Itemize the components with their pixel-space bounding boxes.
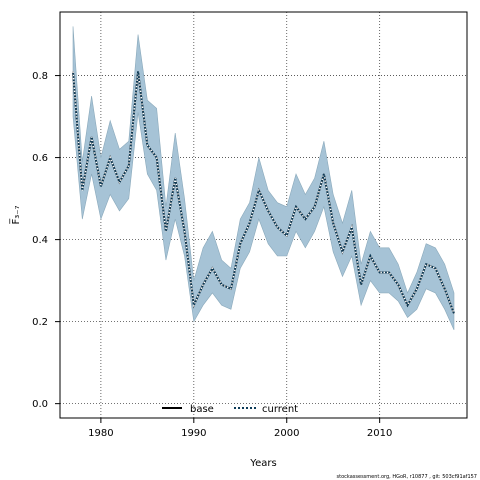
y-tick-label: 0.0 bbox=[32, 399, 48, 410]
legend-label-current: current bbox=[262, 404, 298, 415]
legend: base current bbox=[162, 404, 298, 415]
series-lines bbox=[72, 71, 455, 314]
plot-frame bbox=[59, 11, 468, 419]
x-tick-label: 1990 bbox=[181, 428, 206, 439]
grid-lines bbox=[60, 12, 467, 418]
x-axis-title: Years bbox=[249, 458, 276, 469]
y-tick-label: 0.4 bbox=[32, 235, 48, 246]
series-line-current-highlight bbox=[72, 71, 455, 314]
legend-label-base: base bbox=[190, 404, 214, 415]
y-tick-label: 0.2 bbox=[32, 317, 48, 328]
x-tick-label: 2000 bbox=[274, 428, 299, 439]
footnote: stockassessment.org, HGoR, r10877 , git:… bbox=[337, 474, 477, 480]
y-axis-title: F̅₃₋₇ bbox=[9, 205, 22, 224]
x-tick-label: 1980 bbox=[88, 428, 113, 439]
y-tick-label: 0.6 bbox=[32, 153, 48, 164]
y-tick-label: 0.8 bbox=[32, 71, 48, 82]
confidence-band bbox=[72, 26, 455, 330]
series-line-current bbox=[72, 71, 455, 314]
x-tick-label: 2010 bbox=[367, 428, 392, 439]
confidence-band-area bbox=[72, 26, 455, 330]
axis-ticks: 1980 1990 2000 2010 0.0 0.2 0.4 0.6 0.8 bbox=[32, 71, 392, 439]
